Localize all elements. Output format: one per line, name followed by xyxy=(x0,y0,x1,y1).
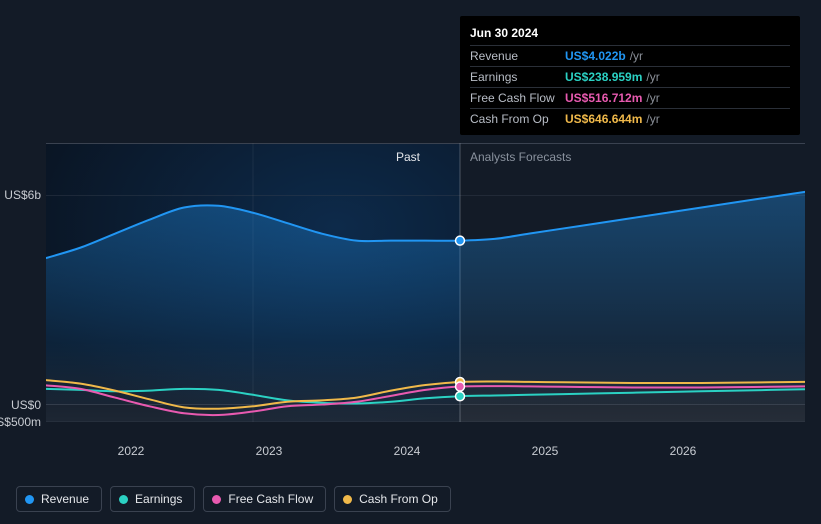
tooltip-metric-value: US$4.022b xyxy=(565,49,626,63)
legend-item-earnings[interactable]: Earnings xyxy=(110,486,195,512)
tooltip-metric-unit: /yr xyxy=(630,49,643,63)
legend-label: Revenue xyxy=(41,492,89,506)
tooltip-metric-unit: /yr xyxy=(646,91,659,105)
tooltip-metric-value: US$646.644m xyxy=(565,112,642,126)
legend-label: Cash From Op xyxy=(359,492,438,506)
y-axis-tick-label: US$6b xyxy=(4,188,41,202)
chart-plot[interactable] xyxy=(46,143,805,422)
legend-dot-icon xyxy=(343,495,352,504)
legend-dot-icon xyxy=(212,495,221,504)
forecast-region-label: Analysts Forecasts xyxy=(470,150,571,164)
tooltip-date: Jun 30 2024 xyxy=(470,24,790,45)
chart-legend: Revenue Earnings Free Cash Flow Cash From O… xyxy=(16,486,451,512)
tooltip-metric-label: Revenue xyxy=(470,49,565,63)
tooltip-metric-unit: /yr xyxy=(646,70,659,84)
legend-item-free-cash-flow[interactable]: Free Cash Flow xyxy=(203,486,326,512)
x-axis-tick-label: 2023 xyxy=(256,444,283,458)
past-region-label: Past xyxy=(396,150,430,164)
chart-tooltip: Jun 30 2024 RevenueUS$4.022b/yrEarningsU… xyxy=(460,16,800,135)
tooltip-metric-value: US$238.959m xyxy=(565,70,642,84)
x-axis-tick-label: 2022 xyxy=(118,444,145,458)
x-axis-tick-label: 2025 xyxy=(532,444,559,458)
tooltip-row: Cash From OpUS$646.644m/yr xyxy=(470,108,790,129)
tooltip-metric-label: Earnings xyxy=(470,70,565,84)
tooltip-metric-unit: /yr xyxy=(646,112,659,126)
tooltip-metric-value: US$516.712m xyxy=(565,91,642,105)
legend-label: Earnings xyxy=(135,492,182,506)
tooltip-row: EarningsUS$238.959m/yr xyxy=(470,66,790,87)
y-axis-tick-label: -US$500m xyxy=(0,415,41,429)
y-axis-tick-label: US$0 xyxy=(11,398,41,412)
tooltip-metric-label: Cash From Op xyxy=(470,112,565,126)
x-axis-tick-label: 2026 xyxy=(670,444,697,458)
legend-dot-icon xyxy=(119,495,128,504)
tooltip-metric-label: Free Cash Flow xyxy=(470,91,565,105)
legend-item-cash-from-op[interactable]: Cash From Op xyxy=(334,486,451,512)
legend-label: Free Cash Flow xyxy=(228,492,313,506)
x-axis-tick-label: 2024 xyxy=(394,444,421,458)
tooltip-row: RevenueUS$4.022b/yr xyxy=(470,45,790,66)
legend-dot-icon xyxy=(25,495,34,504)
tooltip-row: Free Cash FlowUS$516.712m/yr xyxy=(470,87,790,108)
x-axis-labels: 2022 2023 2024 2025 2026 xyxy=(62,444,821,464)
legend-item-revenue[interactable]: Revenue xyxy=(16,486,102,512)
